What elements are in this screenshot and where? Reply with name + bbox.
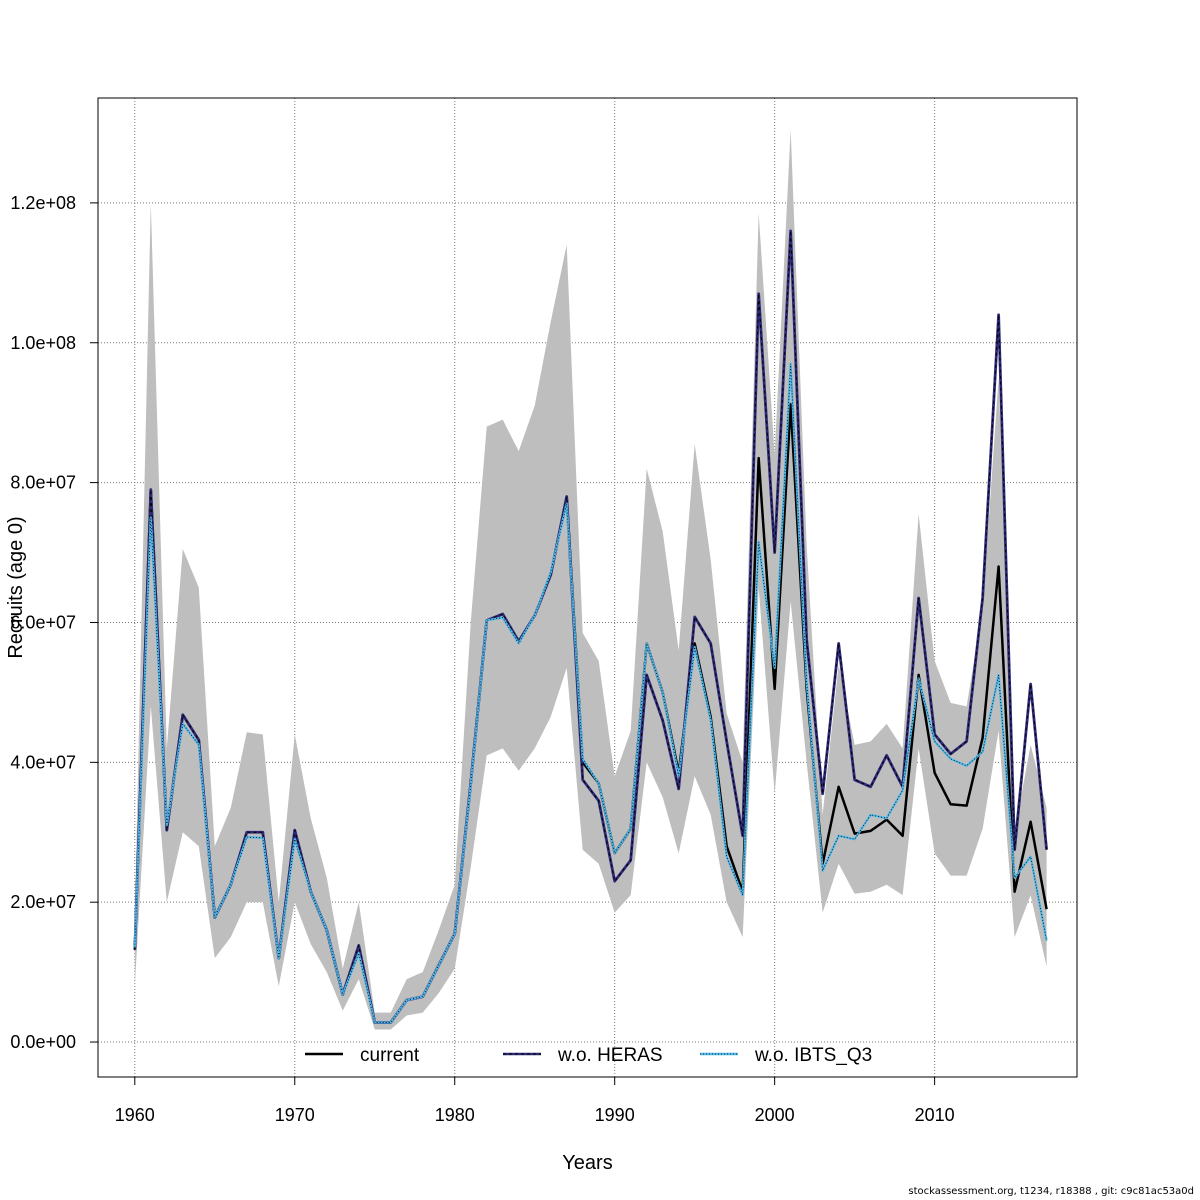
series-line-wo-ibts-q3-dots [134,363,1047,1023]
x-axis-title: Years [562,1152,612,1174]
x-tick-label-2000: 2000 [755,1105,795,1125]
grid-layer [98,98,1077,1077]
confidence-band [134,129,1047,1030]
y-tick-label-1.2e+08: 1.2e+08 [10,193,76,213]
plot-frame [97,97,1078,1078]
y-tick-label-4.0e+07: 4.0e+07 [10,752,76,772]
legend-label-current: current [360,1045,420,1066]
x-tick-label-1980: 1980 [435,1105,475,1125]
legend-label-w-o-ibts-q3: w.o. IBTS_Q3 [754,1045,872,1066]
y-tick-label-8.0e+07: 8.0e+07 [10,473,76,493]
x-tick-label-1970: 1970 [275,1105,315,1125]
y-tick-label-6.0e+07: 6.0e+07 [10,612,76,632]
legend: current w.o. HERAS w.o. IBTS_Q3 [305,1045,872,1066]
y-tick-label-0.0e+00: 0.0e+00 [10,1032,76,1052]
series-layer [133,229,1048,1024]
y-tick-label-2.0e+07: 2.0e+07 [10,892,76,912]
footer-note: stockassessment.org, t1234, r18388 , git… [908,1186,1194,1197]
band-layer [134,129,1047,1030]
y-axis-title: Recruits (age 0) [5,516,27,658]
y-tick-label-1.0e+08: 1.0e+08 [10,333,76,353]
legend-label-w-o-heras: w.o. HERAS [557,1045,663,1066]
x-tick-label-1990: 1990 [595,1105,635,1125]
x-tick-label-2010: 2010 [915,1105,955,1125]
x-tick-label-1960: 1960 [115,1105,155,1125]
axis-layer: 1960 1970 1980 1990 2000 2010 0.0e+00 2.0e+07 4.… [10,193,954,1125]
